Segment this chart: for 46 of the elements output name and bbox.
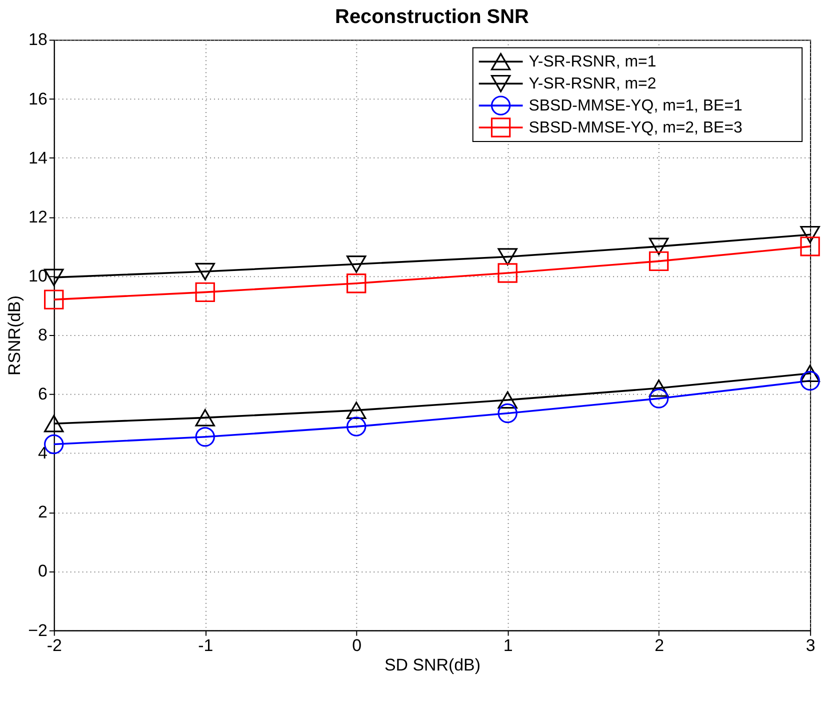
y-tick-label: −2 xyxy=(28,620,48,640)
x-tick-label: 2 xyxy=(654,636,664,655)
point xyxy=(346,416,366,436)
y-tick-label: 8 xyxy=(38,326,48,344)
point xyxy=(346,255,366,273)
legend-label: Y-SR-RSNR, m=1 xyxy=(528,54,656,71)
chart-title: Reconstruction SNR xyxy=(335,6,529,28)
x-axis-title: SD SNR(dB) xyxy=(384,656,480,675)
x-tick-label: -2 xyxy=(46,636,62,655)
point xyxy=(44,290,64,310)
x-tick-label: -1 xyxy=(198,636,214,655)
point xyxy=(195,282,215,302)
point xyxy=(44,414,64,432)
point xyxy=(648,238,669,256)
x-tick-label: 0 xyxy=(352,636,362,655)
point xyxy=(498,248,518,266)
y-tick-label: 6 xyxy=(38,384,48,404)
point xyxy=(346,273,366,294)
point xyxy=(648,380,669,397)
point xyxy=(800,364,820,382)
legend-label: SBSD-MMSE-YQ, m=2, BE=3 xyxy=(528,119,743,136)
legend-label: Y-SR-RSNR, m=2 xyxy=(528,76,656,93)
point xyxy=(195,409,215,426)
legend-label: SBSD-MMSE-YQ, m=1, BE=1 xyxy=(528,98,743,115)
point xyxy=(498,263,518,283)
point xyxy=(800,226,820,244)
point xyxy=(800,370,820,391)
point xyxy=(498,391,518,409)
y-tick-label: 10 xyxy=(28,266,48,286)
y-tick-label: 0 xyxy=(38,562,48,581)
point xyxy=(195,262,215,280)
y-tick-label: 18 xyxy=(28,30,48,50)
y-tick-label: 14 xyxy=(28,148,48,168)
y-tick-label: 12 xyxy=(28,207,48,226)
y-tick-label: 4 xyxy=(38,444,48,463)
point xyxy=(800,236,820,256)
point xyxy=(648,388,669,408)
y-tick-label: 2 xyxy=(38,502,48,522)
y-axis-title: RSNR(dB) xyxy=(5,296,24,376)
point xyxy=(648,251,669,272)
point xyxy=(346,402,366,419)
point xyxy=(498,403,518,424)
x-tick-label: 3 xyxy=(806,636,816,655)
x-tick-label: 1 xyxy=(503,636,513,655)
point xyxy=(195,427,215,447)
y-tick-label: 16 xyxy=(28,89,48,108)
